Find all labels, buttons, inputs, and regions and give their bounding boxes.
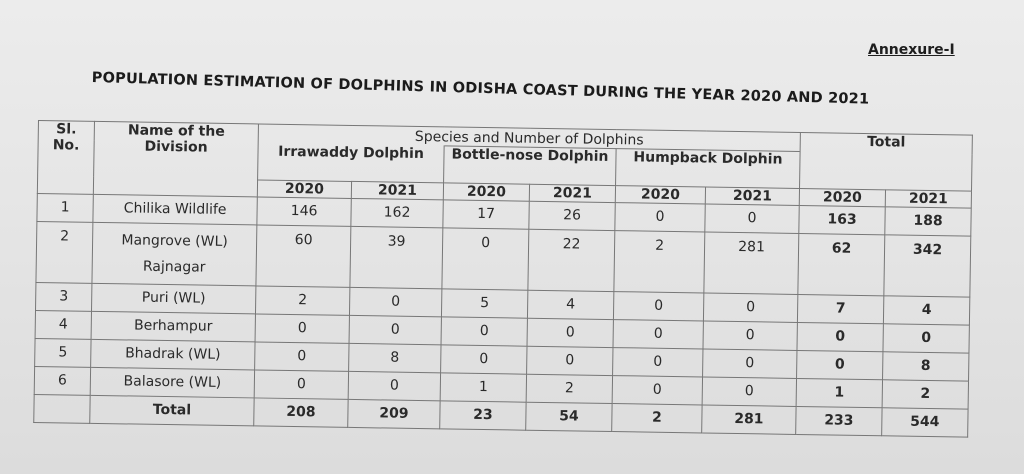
total-value: 8 (882, 351, 969, 381)
total-value: 1 (796, 377, 883, 408)
cell-value: 2 (526, 373, 613, 404)
cell-value: 26 (528, 200, 616, 231)
division-name: Bhadrak (WL) (90, 338, 256, 370)
header-division: Name of the Division (93, 121, 259, 197)
header-total: Total (799, 132, 973, 191)
division-name: Chilika Wildlife (92, 193, 258, 225)
cell-value: 0 (703, 292, 798, 322)
cell-value: 4 (527, 289, 614, 320)
total-value: 0 (796, 349, 883, 380)
cell-value: 146 (256, 196, 352, 226)
cell-value: 1 (440, 372, 527, 402)
dolphin-population-table-container: Sl. No. Name of the Division Species and… (33, 120, 973, 437)
cell-value: 60 (255, 224, 351, 287)
cell-value: 2 (255, 285, 350, 315)
cell-value: 0 (441, 316, 528, 346)
cell-value: 5 (441, 288, 528, 318)
total-row-blank (33, 393, 91, 423)
division-name: Mangrove (WL) Rajnagar (91, 221, 257, 286)
sl-no: 2 (35, 220, 93, 283)
cell-value: 22 (527, 228, 615, 292)
dolphin-population-table: Sl. No. Name of the Division Species and… (33, 120, 973, 437)
header-year: 2020 (799, 187, 886, 207)
header-year: 2021 (529, 183, 616, 203)
sl-no: 3 (35, 281, 92, 311)
total-row-value: 208 (253, 397, 349, 427)
header-humpback: Humpback Dolphin (615, 148, 801, 188)
header-sl-no: Sl. No. (37, 120, 95, 194)
cell-value: 0 (612, 375, 703, 405)
division-name: Puri (WL) (91, 282, 256, 314)
total-row-value: 544 (881, 407, 969, 437)
cell-value: 0 (255, 313, 350, 343)
total-value: 0 (796, 321, 884, 352)
total-row-value: 23 (439, 400, 527, 430)
total-row-value: 209 (347, 398, 441, 429)
total-row-value: 233 (795, 405, 883, 436)
total-value: 7 (797, 293, 884, 324)
cell-value: 281 (703, 231, 799, 294)
document-title: POPULATION ESTIMATION OF DOLPHINS IN ODI… (91, 70, 870, 108)
cell-value: 0 (254, 369, 349, 399)
total-value: 4 (883, 295, 970, 325)
cell-value: 0 (527, 317, 614, 348)
header-year: 2020 (615, 185, 706, 204)
annexure-label: Annexure-I (868, 42, 955, 58)
division-name: Balasore (WL) (90, 366, 255, 398)
total-value: 62 (797, 232, 885, 296)
cell-value: 0 (614, 202, 706, 232)
total-row-value: 54 (525, 401, 613, 432)
cell-value: 0 (254, 341, 350, 371)
total-value: 342 (883, 234, 971, 297)
total-value: 0 (882, 323, 970, 353)
cell-value: 8 (348, 342, 442, 373)
cell-value: 0 (348, 370, 441, 401)
cell-value: 0 (440, 344, 528, 374)
header-year: 2021 (885, 189, 972, 208)
sl-no: 4 (35, 309, 92, 339)
cell-value: 0 (613, 319, 704, 349)
sl-no: 1 (36, 192, 94, 222)
cell-value: 0 (349, 314, 442, 345)
header-year: 2020 (257, 179, 352, 198)
cell-value: 0 (613, 291, 704, 321)
header-bottlenose: Bottle-nose Dolphin (443, 145, 617, 186)
cell-value: 0 (441, 227, 529, 290)
division-name: Berhampur (91, 310, 256, 342)
total-value: 188 (884, 206, 972, 236)
header-year: 2021 (705, 186, 800, 205)
cell-value: 162 (350, 197, 444, 228)
cell-value: 0 (704, 203, 800, 233)
sl-no: 6 (34, 365, 91, 395)
sl-no: 5 (34, 337, 92, 367)
cell-value: 0 (612, 347, 703, 377)
total-row-value: 281 (701, 404, 797, 434)
total-value: 163 (798, 204, 886, 235)
total-row-label: Total (89, 394, 255, 426)
cell-value: 0 (702, 348, 797, 378)
cell-value: 0 (349, 286, 442, 317)
total-value: 2 (882, 379, 969, 409)
cell-value: 2 (613, 230, 705, 293)
cell-value: 0 (702, 320, 798, 350)
header-irrawaddy: Irrawaddy Dolphin (257, 142, 445, 183)
cell-value: 0 (526, 345, 614, 376)
cell-value: 0 (702, 376, 797, 406)
header-year: 2021 (351, 180, 444, 200)
total-row-value: 2 (611, 403, 703, 433)
header-year: 2020 (443, 182, 530, 201)
cell-value: 39 (349, 225, 443, 289)
cell-value: 17 (442, 199, 530, 229)
